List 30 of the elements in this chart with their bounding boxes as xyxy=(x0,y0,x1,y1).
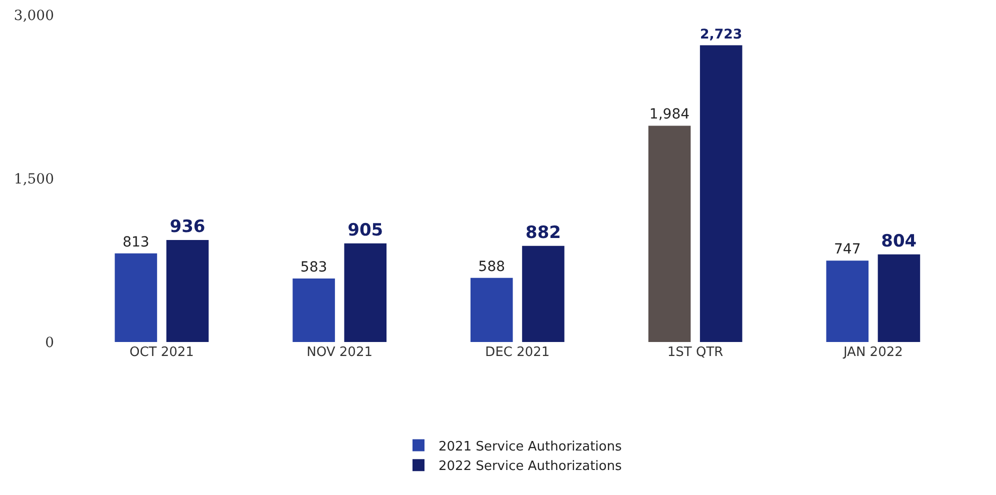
x-tick-label: NOV 2021 xyxy=(306,345,372,360)
data-label: 588 xyxy=(478,258,506,275)
bar xyxy=(114,253,158,342)
legend-label: 2022 Service Authorizations xyxy=(438,459,622,474)
bar xyxy=(166,240,209,342)
bar xyxy=(648,126,691,342)
x-tick-label: 1ST QTR xyxy=(667,345,724,360)
x-tick-label: DEC 2021 xyxy=(485,345,550,360)
data-label: 1,984 xyxy=(649,106,690,123)
data-label: 804 xyxy=(881,231,917,252)
bar xyxy=(292,278,335,342)
data-label: 882 xyxy=(525,222,561,243)
data-label: 747 xyxy=(834,242,861,258)
data-label: 936 xyxy=(170,216,206,237)
bar xyxy=(344,243,387,342)
data-label: 905 xyxy=(348,220,384,240)
bar xyxy=(826,260,869,342)
bar xyxy=(878,254,920,342)
data-label: 583 xyxy=(300,259,328,276)
data-label: 2,723 xyxy=(700,27,742,42)
x-tick-label: JAN 2022 xyxy=(842,345,903,360)
bar xyxy=(522,246,564,342)
y-tick-label: 3,000 xyxy=(14,8,54,24)
bar xyxy=(470,278,513,342)
y-tick-label: 1,500 xyxy=(14,171,54,188)
y-tick-label: 0 xyxy=(45,334,54,351)
legend-label: 2021 Service Authorizations xyxy=(438,439,622,454)
x-tick-label: OCT 2021 xyxy=(129,345,194,360)
bar xyxy=(700,45,742,342)
data-label: 813 xyxy=(122,234,150,250)
